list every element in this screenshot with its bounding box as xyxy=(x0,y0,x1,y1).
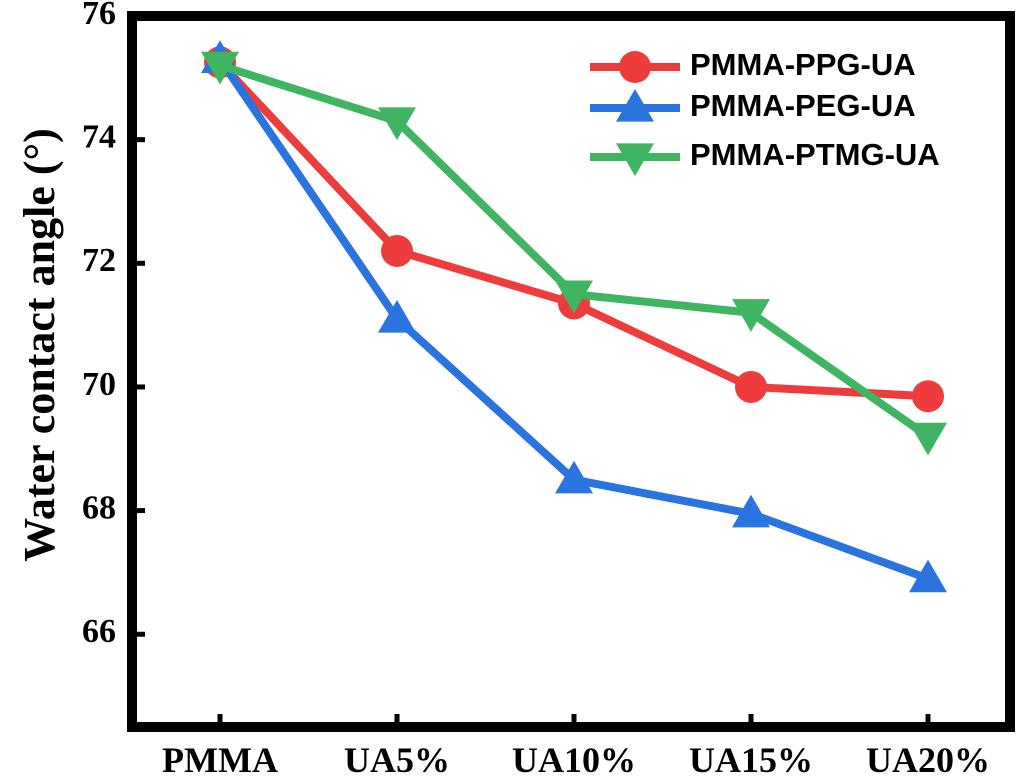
legend-marker xyxy=(616,143,654,176)
x-tick-label: PMMA xyxy=(162,740,278,780)
y-axis-label: Water contact angle (°) xyxy=(15,128,64,561)
y-tick-label: 68 xyxy=(82,489,116,526)
data-point xyxy=(912,380,944,413)
legend-label: PMMA-PTMG-UA xyxy=(690,137,940,172)
y-tick-label: 72 xyxy=(82,242,116,279)
x-axis: PMMA UA5% UA10% UA15% UA20% xyxy=(162,714,990,780)
x-tick-label: UA15% xyxy=(689,740,813,780)
data-point xyxy=(732,299,770,332)
legend-item: PMMA-PEG-UA xyxy=(590,88,916,123)
data-point xyxy=(201,51,239,85)
legend-item: PMMA-PPG-UA xyxy=(590,47,916,83)
series-layer xyxy=(201,40,947,593)
y-tick-label: 70 xyxy=(82,366,116,403)
data-point xyxy=(555,280,593,314)
legend-marker xyxy=(616,89,654,122)
data-point xyxy=(381,234,413,267)
x-tick-label: UA5% xyxy=(344,740,450,780)
plot-frame xyxy=(127,11,1015,732)
data-point xyxy=(732,494,770,528)
data-point xyxy=(735,370,767,403)
y-tick-label: 66 xyxy=(82,613,116,650)
x-tick-label: UA10% xyxy=(512,740,636,780)
y-tick-label: 76 xyxy=(82,0,116,32)
y-axis: 66 68 70 72 74 76 xyxy=(82,0,145,650)
legend-marker xyxy=(619,51,651,83)
data-point xyxy=(378,299,416,333)
legend-label: PMMA-PPG-UA xyxy=(690,47,916,82)
data-point xyxy=(378,107,416,141)
data-point xyxy=(555,460,593,494)
data-point xyxy=(909,559,947,593)
data-point xyxy=(909,422,947,456)
x-tick-label: UA20% xyxy=(866,740,990,780)
legend-label: PMMA-PEG-UA xyxy=(690,88,916,123)
legend-item: PMMA-PTMG-UA xyxy=(590,137,940,176)
series-pmma-ptmg-ua xyxy=(201,51,947,456)
series-pmma-peg-ua xyxy=(201,40,947,593)
legend: PMMA-PPG-UA PMMA-PEG-UA PMMA-PTMG-UA xyxy=(590,47,940,176)
y-tick-label: 74 xyxy=(82,118,116,155)
